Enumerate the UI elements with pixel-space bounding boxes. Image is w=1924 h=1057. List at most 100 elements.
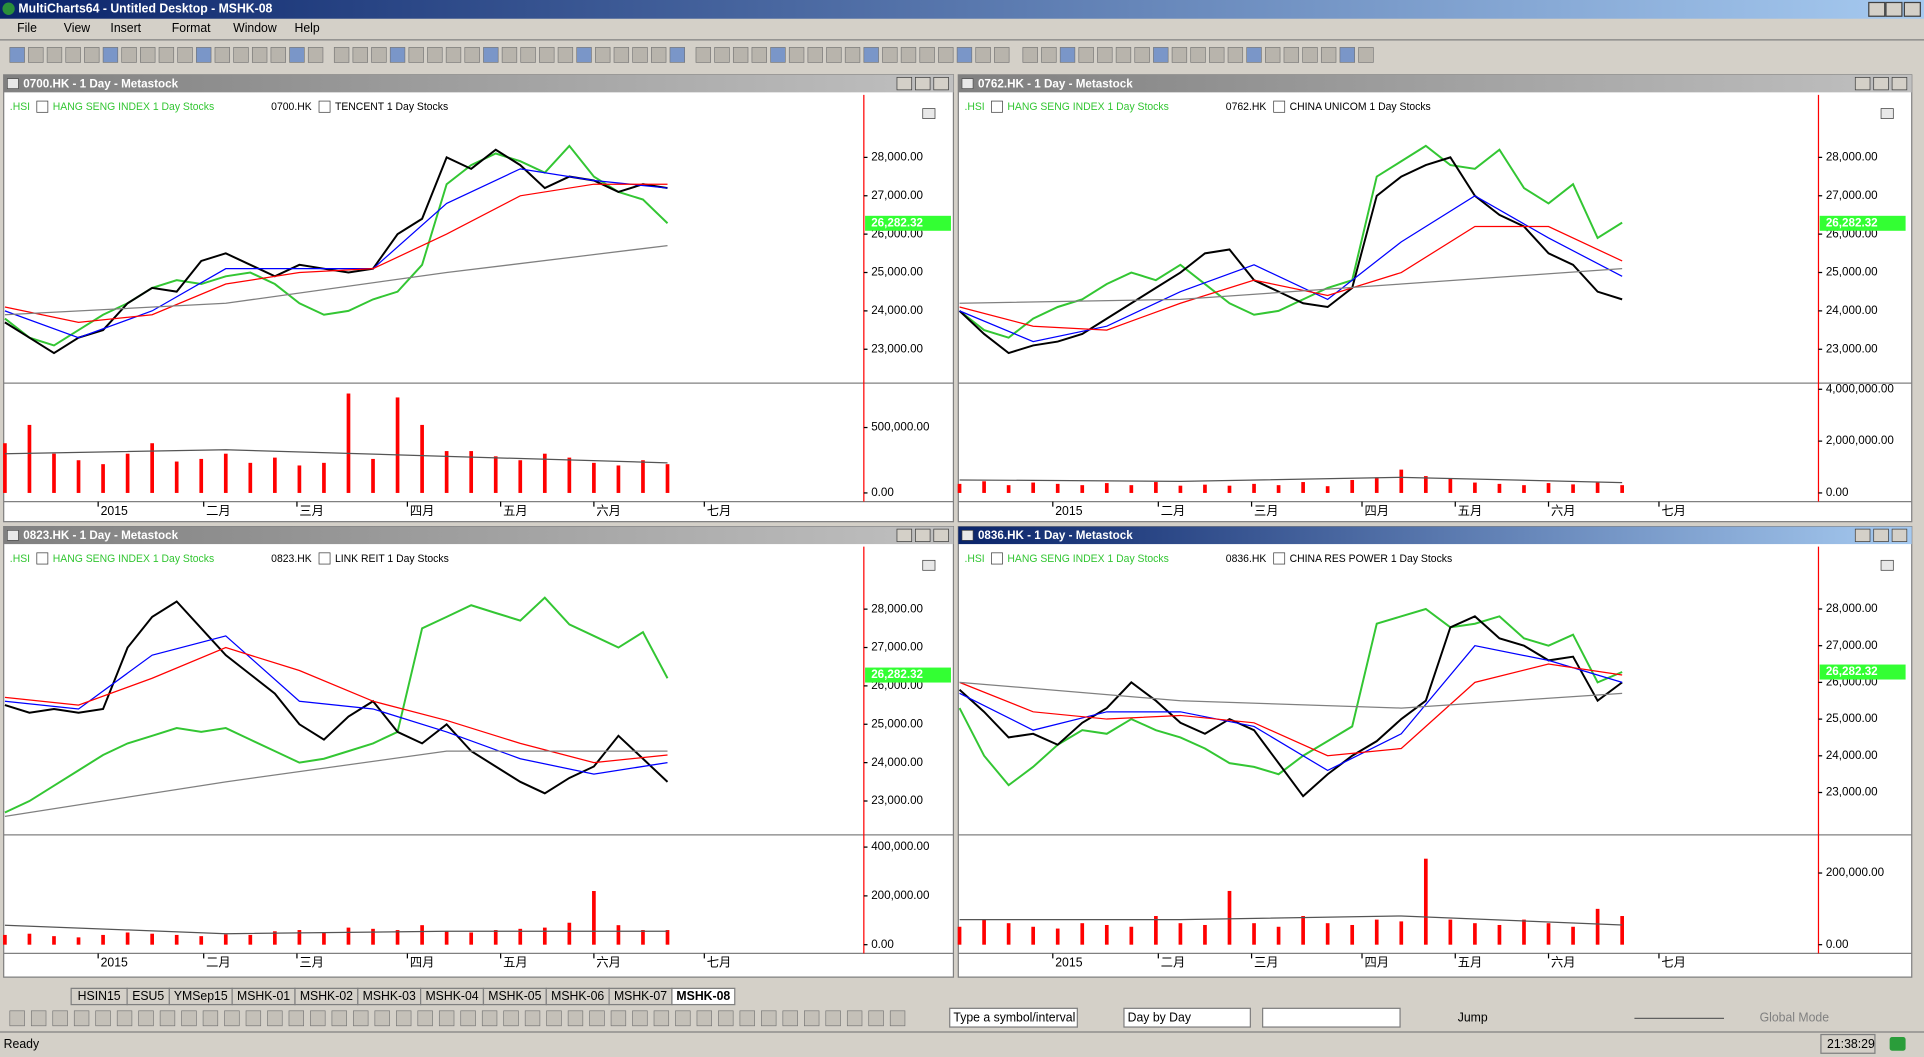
drawing-tool[interactable] [589,1010,605,1027]
toolbar-button[interactable] [408,47,424,63]
tab-label[interactable]: MSHK-05 [488,989,541,1003]
minimize-button[interactable] [1868,1,1886,17]
drawing-tool[interactable] [653,1010,670,1027]
toolbar-button[interactable] [669,47,685,63]
legend-dropdown[interactable] [36,100,49,113]
toolbar-button[interactable] [214,47,231,63]
chart-window-button[interactable] [896,528,913,542]
drawing-tool[interactable] [739,1010,755,1027]
drawing-tool[interactable] [782,1010,798,1027]
toolbar-button[interactable] [557,47,574,63]
drawing-tool[interactable] [374,1010,390,1027]
drawing-tool[interactable] [460,1010,476,1027]
drawing-tool[interactable] [417,1010,433,1027]
toolbar-button[interactable] [445,47,462,63]
drawing-tool[interactable] [181,1010,197,1027]
mode-box[interactable] [1123,1007,1251,1028]
drawing-tool[interactable] [846,1010,863,1027]
drawing-tool[interactable] [52,1010,68,1027]
toolbar-button[interactable] [807,47,823,63]
toolbar-button[interactable] [1134,47,1150,63]
drawing-tool[interactable] [396,1010,412,1027]
drawing-tool[interactable] [331,1010,347,1027]
pane-menu-icon[interactable] [922,108,936,119]
pane-menu-icon[interactable] [1880,108,1894,119]
tab-label[interactable]: MSHK-06 [551,989,604,1003]
toolbar-button[interactable] [595,47,611,63]
tab[interactable] [671,987,736,1006]
toolbar-button[interactable] [956,47,973,63]
drawing-tool[interactable] [546,1010,562,1027]
chart-window-button[interactable] [1854,528,1871,542]
toolbar-button[interactable] [1283,47,1300,63]
toolbar-button[interactable] [1209,47,1225,63]
drawing-tool[interactable] [138,1010,154,1027]
toolbar-button[interactable] [251,47,268,63]
drawing-tool[interactable] [632,1010,648,1027]
toolbar-button[interactable] [1041,47,1057,63]
toolbar-button[interactable] [539,47,555,63]
toolbar-button[interactable] [844,47,861,63]
toolbar-button[interactable] [695,47,712,63]
toolbar-button[interactable] [1265,47,1281,63]
symbol-box[interactable] [949,1007,1078,1028]
toolbar-button[interactable] [1171,47,1188,63]
drawing-tool[interactable] [610,1010,627,1027]
drawing-tool[interactable] [288,1010,304,1027]
toolbar-button[interactable] [501,47,518,63]
chart-window-button[interactable] [1873,528,1889,542]
legend-dropdown[interactable] [1273,552,1286,565]
tab-label[interactable]: YMSep15 [174,989,228,1003]
legend-dropdown[interactable] [991,552,1003,565]
toolbar-button[interactable] [1190,47,1206,63]
toolbar-button[interactable] [1320,47,1337,63]
toolbar-button[interactable] [196,47,212,63]
toolbar-button[interactable] [770,47,786,63]
legend-dropdown[interactable] [318,552,331,565]
toolbar-button[interactable] [84,47,100,63]
toolbar-button[interactable] [483,47,499,63]
drawing-tool[interactable] [224,1010,240,1027]
drawing-tool[interactable] [245,1010,262,1027]
toolbar-button[interactable] [1022,47,1038,63]
drawing-tool[interactable] [267,1010,283,1027]
drawing-tool[interactable] [804,1010,820,1027]
toolbar-button[interactable] [177,47,193,63]
toolbar-button[interactable] [9,47,25,63]
pane-menu-icon[interactable] [922,559,936,571]
drawing-tool[interactable] [524,1010,541,1027]
toolbar-button[interactable] [613,47,630,63]
toolbar-button[interactable] [352,47,368,63]
legend-dropdown[interactable] [1273,100,1286,113]
toolbar-button[interactable] [102,47,119,63]
drawing-tool[interactable] [825,1010,841,1027]
drawing-tool[interactable] [116,1010,133,1027]
toolbar-button[interactable] [994,47,1010,63]
chart-window-button[interactable] [915,76,931,91]
global-mode[interactable]: Global Mode [1760,1011,1830,1025]
drawing-tool[interactable] [159,1010,176,1027]
toolbar-button[interactable] [732,47,749,63]
toolbar-button[interactable] [1097,47,1113,63]
chart-window-button[interactable] [933,76,949,91]
chart-window-button[interactable] [1891,528,1908,542]
drawing-tool[interactable] [310,1010,326,1027]
chart-window-button[interactable] [1891,76,1908,91]
tab-label[interactable]: MSHK-02 [300,989,353,1003]
drawing-tool[interactable] [718,1010,734,1027]
maximize-button[interactable] [1885,1,1903,17]
legend-dropdown[interactable] [318,100,331,113]
toolbar-button[interactable] [1339,47,1355,63]
tab-label[interactable]: ESU5 [132,989,164,1003]
toolbar-button[interactable] [826,47,842,63]
toolbar-button[interactable] [371,47,387,63]
toolbar-button[interactable] [289,47,305,63]
toolbar-button[interactable] [863,47,879,63]
toolbar-button[interactable] [464,47,480,63]
drawing-tool[interactable] [353,1010,369,1027]
toolbar-button[interactable] [333,47,350,63]
toolbar-button[interactable] [1302,47,1318,63]
toolbar-button[interactable] [882,47,898,63]
menu-item[interactable]: Format [172,21,211,35]
menu-item[interactable]: View [64,21,90,35]
